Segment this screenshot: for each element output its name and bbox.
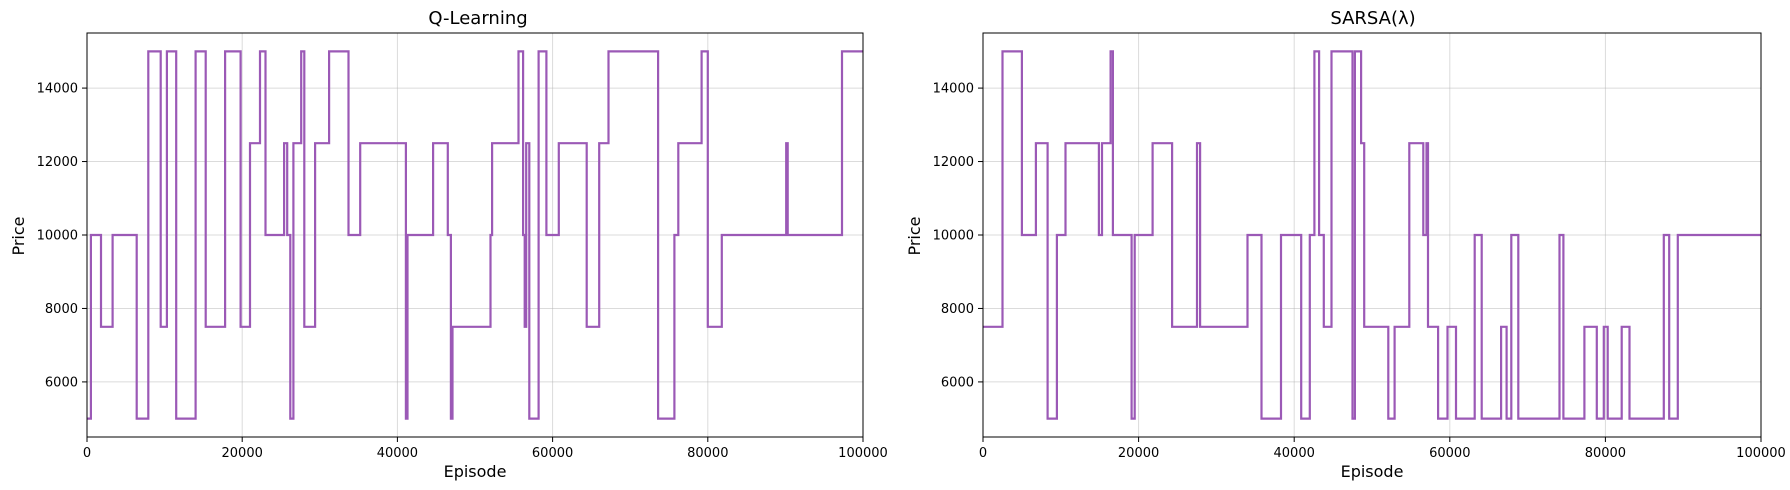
x-tick-label: 80000 [1585, 446, 1626, 461]
x-tick-label: 60000 [1429, 446, 1470, 461]
series-layer [87, 50, 863, 420]
y-tick-label: 14000 [933, 82, 974, 97]
y-tick-label: 10000 [37, 229, 78, 244]
y-tick-label: 6000 [45, 375, 78, 390]
x-axis-label: Episode [444, 462, 507, 481]
x-tick-label: 0 [83, 446, 91, 461]
chart-panel-sarsa-lambda: SARSA(λ) 0 20000 40000 60000 80000 100000 6000… [905, 8, 1786, 481]
y-tick-label: 14000 [37, 82, 78, 97]
tick-layer: 0 20000 40000 60000 80000 100000 6000 8000 10000… [933, 82, 1786, 461]
y-tick-label: 12000 [37, 155, 78, 170]
x-tick-label: 80000 [687, 446, 728, 461]
chart-title: Q-Learning [428, 8, 527, 29]
x-tick-label: 60000 [532, 446, 573, 461]
chart-panel-q-learning: Q-Learning 0 20000 40000 60000 80000 100000 60… [9, 8, 888, 481]
x-tick-label: 40000 [1274, 446, 1315, 461]
y-tick-label: 10000 [933, 229, 974, 244]
price-series-line [87, 50, 863, 420]
chart-title: SARSA(λ) [1330, 8, 1415, 29]
x-tick-label: 100000 [1736, 446, 1786, 461]
y-axis-label: Price [9, 216, 28, 255]
x-tick-label: 20000 [222, 446, 263, 461]
x-tick-label: 20000 [1118, 446, 1159, 461]
series-layer [983, 50, 1761, 420]
y-axis-label: Price [905, 216, 924, 255]
x-axis-label: Episode [1341, 462, 1404, 481]
y-tick-label: 12000 [933, 155, 974, 170]
x-tick-label: 0 [979, 446, 987, 461]
y-tick-label: 6000 [941, 375, 974, 390]
price-series-line [983, 50, 1761, 420]
x-tick-label: 100000 [838, 446, 888, 461]
tick-layer: 0 20000 40000 60000 80000 100000 6000 8000 10000… [37, 82, 888, 461]
y-tick-label: 8000 [941, 302, 974, 317]
y-tick-label: 8000 [45, 302, 78, 317]
x-tick-label: 40000 [377, 446, 418, 461]
